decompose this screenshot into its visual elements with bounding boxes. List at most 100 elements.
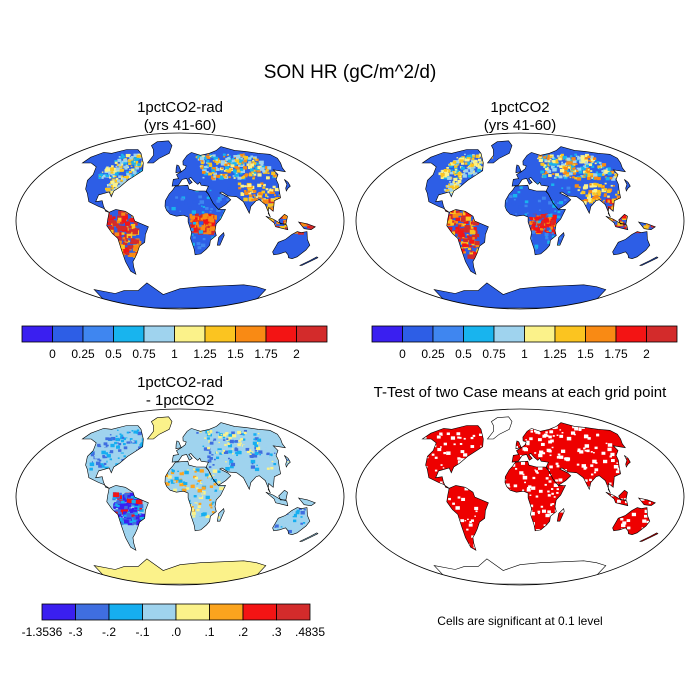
colorbar-tick-label: 0.25 <box>421 347 445 361</box>
colorbar-swatch <box>402 325 434 343</box>
panel-title-line: 1pctCO2-rad <box>137 374 223 391</box>
landmass-indonesia <box>265 492 288 506</box>
colorbar-tick-label: -.3 <box>68 625 82 639</box>
colorbar-swatch <box>108 603 143 621</box>
colorbar-tick-label: 0.75 <box>132 347 156 361</box>
colorbar-tick-label: 0.75 <box>482 347 506 361</box>
colorbar-swatch <box>296 325 328 343</box>
landmass-antarctica <box>434 282 606 308</box>
panel-title-top-left: 1pctCO2-rad (yrs 41-60) <box>60 99 300 135</box>
significance-note: Cells are significant at 0.1 level <box>437 614 603 628</box>
colorbar-tick-label: 1.5 <box>227 347 244 361</box>
colorbar-tick-label: 1.25 <box>193 347 217 361</box>
landmass-greenland <box>487 416 512 439</box>
panel-title-top-right: 1pctCO2 (yrs 41-60) <box>400 99 640 135</box>
colorbar-swatch <box>432 325 464 343</box>
colorbar-swatch <box>615 325 647 343</box>
panel-title-line: 1pctCO2 <box>490 99 550 116</box>
map-ocean <box>16 133 344 309</box>
panel-subtitle-line: - 1pctCO2 <box>145 392 215 409</box>
colorbar-swatch <box>41 603 76 621</box>
colorbar-tick-label: 2 <box>643 347 650 361</box>
colorbar-difference: -1.3536 -.3 -.2 -.1 .0 .1 .2 .3 .4835 <box>22 603 325 639</box>
panel-title-bottom-left: 1pctCO2-rad - 1pctCO2 <box>60 374 300 410</box>
landmass-borneo <box>278 490 288 500</box>
landmass-uk <box>515 164 522 173</box>
colorbar-tick-label: -.1 <box>135 625 149 639</box>
colorbar-swatch <box>21 325 53 343</box>
map-ocean <box>16 409 344 585</box>
colorbar-swatch <box>554 325 586 343</box>
map-ocean <box>356 133 684 309</box>
colorbar-swatch <box>585 325 617 343</box>
map-border <box>355 408 685 586</box>
colorbar-swatch <box>371 325 403 343</box>
colorbar-tick-label: 0.5 <box>105 347 122 361</box>
colorbar-swatch <box>265 325 297 343</box>
panel-title-line: 1pctCO2-rad <box>137 99 223 116</box>
map-border <box>15 408 345 586</box>
landmass-southAmerica <box>446 485 489 551</box>
colorbar-swatch <box>204 325 236 343</box>
colorbar-tick-label: .2 <box>238 625 248 639</box>
figure-title: SON HR (gC/m^2/d) <box>263 62 437 83</box>
panel-subtitle-line: (yrs 41-60) <box>143 117 217 134</box>
colorbar-swatch <box>493 325 525 343</box>
landmass-uk <box>175 440 182 449</box>
colorbar-tick-label: .3 <box>271 625 281 639</box>
landmass-borneo <box>618 490 628 500</box>
colorbar-tick-label: 0.5 <box>455 347 472 361</box>
colorbar-swatch <box>175 603 210 621</box>
landmass-australia <box>612 507 650 535</box>
landmass-antarctica <box>434 558 606 584</box>
landmass-australia <box>612 231 650 259</box>
colorbar-tick-label: 2 <box>293 347 300 361</box>
colorbar-swatch <box>242 603 277 621</box>
colorbar-tick-label: 1.75 <box>254 347 278 361</box>
colorbar-swatch <box>209 603 244 621</box>
colorbar-tick-label: -.2 <box>102 625 116 639</box>
colorbar-tick-label: 1.75 <box>604 347 628 361</box>
colorbar-tick-label: 0 <box>399 347 406 361</box>
map-border <box>355 132 685 310</box>
colorbar-swatch <box>235 325 267 343</box>
colorbar-tick-label: .1 <box>204 625 214 639</box>
landmass-greenland <box>147 140 172 163</box>
colorbar-swatch <box>82 325 114 343</box>
colorbar-swatch <box>142 603 177 621</box>
world-map-1pctco2 <box>355 132 685 310</box>
map-border <box>15 132 345 310</box>
landmass-newGuinea <box>298 498 316 506</box>
world-map-ttest <box>355 408 685 586</box>
landmass-madagascar <box>217 232 225 246</box>
panel-subtitle-line: (yrs 41-60) <box>483 117 557 134</box>
world-map-difference <box>15 408 345 586</box>
colorbar-swatch <box>276 603 311 621</box>
panel-title-line: T-Test of two Case means at each grid po… <box>373 384 667 401</box>
landmass-greenland <box>487 140 512 163</box>
colorbar-swatch <box>75 603 110 621</box>
colorbar-top-left: 0 0.25 0.5 0.75 1 1.25 1.5 1.75 2 <box>21 325 328 361</box>
landmass-greenland <box>147 416 172 439</box>
world-map-1pctco2-rad <box>15 132 345 310</box>
colorbar-swatch <box>524 325 556 343</box>
colorbar-swatch <box>174 325 206 343</box>
colorbar-tick-label: 0.25 <box>71 347 95 361</box>
colorbar-tick-label: 1.5 <box>577 347 594 361</box>
map-ocean <box>356 409 684 585</box>
landmass-australia <box>272 231 310 259</box>
colorbar-tick-label: 1 <box>171 347 178 361</box>
colorbar-swatch <box>143 325 175 343</box>
landmass-antarctica <box>94 558 266 584</box>
colorbar-tick-label: 1 <box>521 347 528 361</box>
colorbar-tick-label: .4835 <box>295 625 325 639</box>
colorbar-swatch <box>646 325 678 343</box>
colorbar-tick-label: .0 <box>171 625 181 639</box>
colorbar-swatch <box>113 325 145 343</box>
landmass-uk <box>175 164 182 173</box>
colorbar-tick-label: 0 <box>49 347 56 361</box>
colorbar-top-right: 0 0.25 0.5 0.75 1 1.25 1.5 1.75 2 <box>371 325 678 361</box>
colorbar-swatch <box>463 325 495 343</box>
panel-title-bottom-right: T-Test of two Case means at each grid po… <box>340 384 700 402</box>
landmass-antarctica <box>94 282 266 308</box>
